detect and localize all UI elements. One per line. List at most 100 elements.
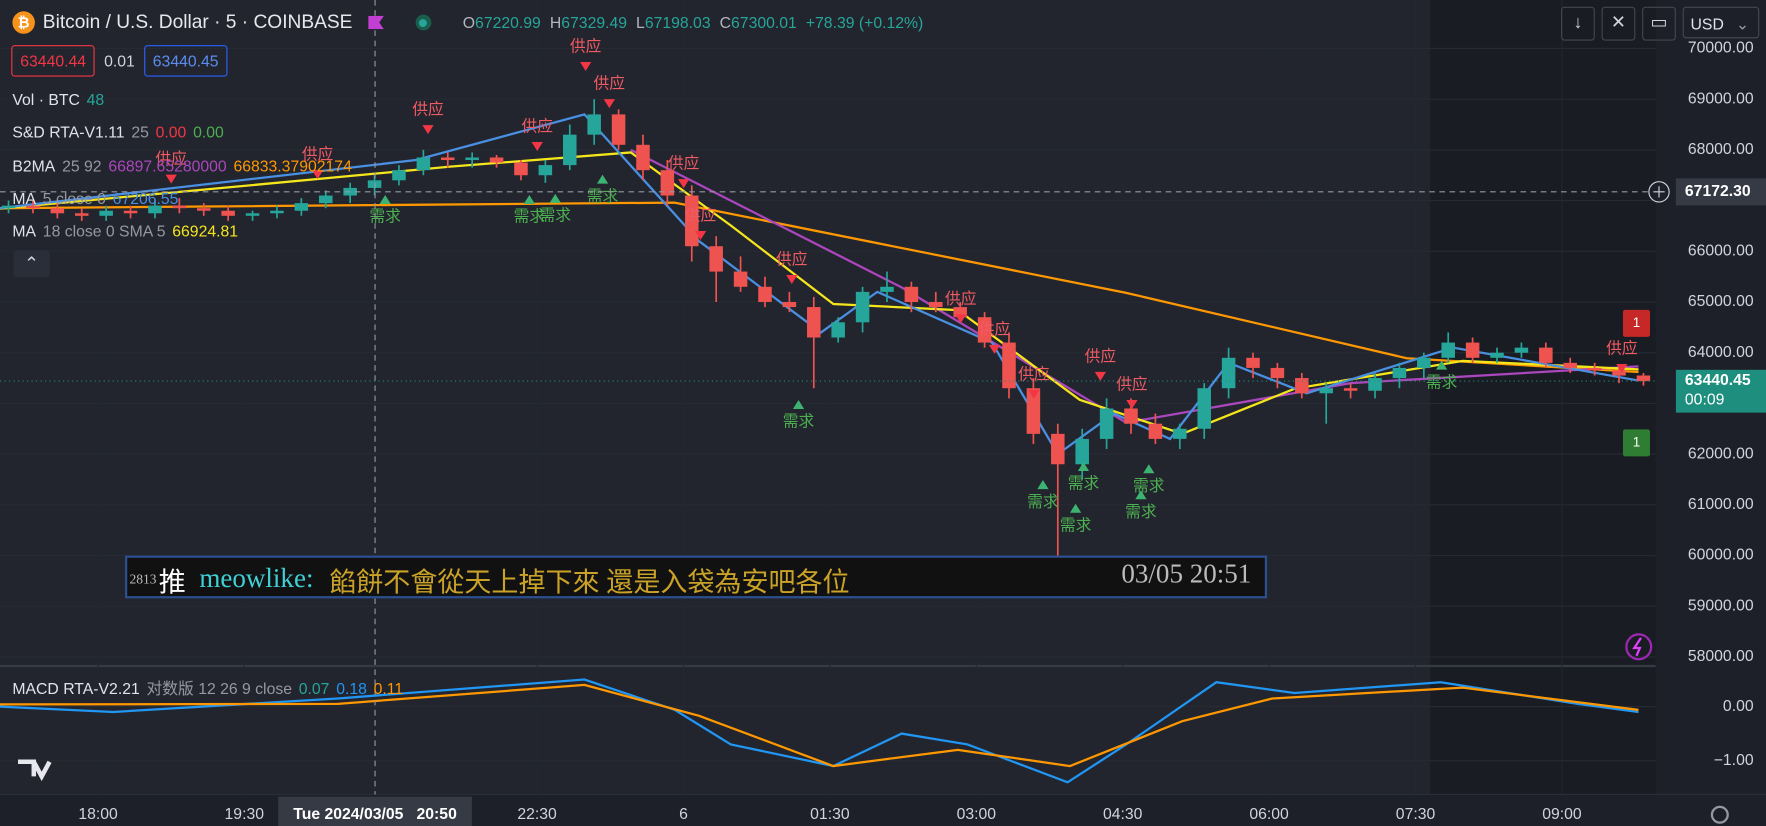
candle-body: [685, 195, 699, 247]
market-status[interactable]: [415, 14, 432, 31]
demand-label: 需求: [1068, 475, 1100, 493]
supply-label: 供应: [302, 145, 334, 164]
y-tick-label: 60000.00: [1688, 547, 1754, 564]
legend-row: MA 18 close 0 SMA 5 66924.81: [12, 222, 238, 240]
candle-body: [880, 286, 894, 292]
candle-body: [1343, 388, 1358, 391]
last-price-box: [1675, 369, 1766, 413]
supply-label: 供应: [979, 319, 1011, 338]
x-tick-label: 18:00: [78, 806, 118, 823]
candle-body: [1465, 342, 1480, 358]
collapse-button[interactable]: ⌃: [13, 250, 50, 278]
demand-arrow: [1436, 360, 1448, 370]
candle-body: [660, 170, 675, 196]
badge: [1622, 309, 1651, 337]
demand-label: 需求: [369, 208, 401, 226]
y-tick-label: 64000.00: [1688, 344, 1754, 361]
chat-prefix: 推: [158, 569, 186, 599]
supply-label: 供应: [412, 100, 444, 119]
demand-label: 需求: [1426, 373, 1458, 391]
candle-body: [611, 114, 626, 145]
supply-label: 供应: [521, 117, 553, 136]
candle-body: [26, 205, 40, 209]
candle-body: [1392, 367, 1407, 379]
legend-name: B2MA: [12, 156, 56, 175]
currency-select[interactable]: USD ⌄: [1682, 6, 1760, 39]
buy-button[interactable]: 63440.45: [143, 45, 228, 77]
candle-body: [50, 208, 65, 214]
ohlc-label: H: [549, 13, 562, 32]
candle-body: [1270, 367, 1285, 379]
chat-overlay: 2813 推 meowlike: 餡餅不會從天上掉下來 還是入袋為安吧各位 03…: [125, 555, 1268, 599]
candle-body: [855, 291, 870, 323]
flag-icon[interactable]: [368, 15, 384, 30]
candle-body: [196, 208, 211, 211]
supply-arrow: [678, 179, 690, 189]
candle-body: [416, 157, 431, 171]
toolbar: ↓ ✕ ▭ USD ⌄: [1561, 6, 1760, 41]
ohlc-item: L67198.03: [636, 14, 711, 32]
x-tick-label: 03:00: [957, 806, 997, 823]
legend-name: Vol · BTC: [12, 90, 80, 109]
legend-row: Vol · BTC 48: [12, 90, 104, 108]
settings-icon[interactable]: [1710, 805, 1729, 824]
candle-body: [270, 210, 284, 214]
y2-tick-label: −1.00: [1714, 752, 1754, 769]
candle-body: [807, 307, 821, 338]
candle-body: [1417, 357, 1431, 368]
scroll-button[interactable]: ↓: [1561, 6, 1595, 41]
demand-arrow: [1077, 462, 1090, 472]
supply-label: 供应: [594, 74, 626, 93]
sell-button[interactable]: 63440.44: [11, 45, 96, 77]
legend-params: 25 92: [62, 156, 102, 175]
legend-value: 0.11: [373, 679, 404, 698]
candle-body: [1490, 352, 1504, 358]
candle-body: [1197, 388, 1211, 429]
supply-arrow: [786, 274, 798, 284]
legend-name: MA: [12, 189, 37, 208]
candle-body: [392, 170, 406, 181]
ohlc-value: 67198.03: [644, 13, 711, 32]
x-tick-label: 04:30: [1103, 806, 1143, 823]
candle-body: [1124, 408, 1138, 424]
candle-body: [74, 213, 89, 216]
candle-body: [1099, 408, 1114, 439]
demand-arrow: [1069, 503, 1082, 513]
demand-label: 需求: [1060, 516, 1092, 534]
badge-label: 1: [1633, 434, 1641, 449]
candle-body: [319, 195, 333, 204]
alert-bolt: [1632, 637, 1642, 657]
tv-logo[interactable]: [18, 759, 52, 782]
demand-label: 需求: [539, 207, 571, 225]
supply-label: 供应: [776, 249, 808, 268]
legend-value: 66897.65280000: [108, 156, 227, 175]
collapse-panes[interactable]: ✕: [1601, 6, 1636, 41]
symbol-title[interactable]: Bitcoin / U.S. Dollar · 5 · COINBASE: [42, 11, 353, 33]
y-tick-label: 61000.00: [1688, 496, 1754, 513]
demand-label: 需求: [1133, 477, 1165, 495]
ohlc-label: C: [719, 13, 732, 32]
demand-label: 需求: [587, 187, 619, 205]
candle-body: [1539, 347, 1553, 363]
candle-body: [1, 205, 16, 209]
legend-name: MACD RTA-V2.21: [12, 679, 140, 698]
ohlc: O67220.99 H67329.49 L67198.03 C67300.01 +78.…: [463, 14, 923, 32]
alert-icon[interactable]: [1625, 633, 1653, 661]
candle-body: [1441, 342, 1455, 358]
order-panel: 63440.44 0.01 63440.45: [11, 45, 228, 77]
y-tick-label: 66000.00: [1688, 242, 1754, 259]
supply-label: 供应: [1116, 375, 1148, 394]
fullscreen[interactable]: ▭: [1642, 6, 1676, 41]
candle-body: [148, 205, 162, 214]
demand-arrow: [1037, 480, 1049, 490]
legend-name: S&D RTA-V1.11: [12, 123, 125, 142]
demand-arrow: [792, 400, 805, 410]
candle-body: [1368, 378, 1382, 391]
candle-body: [1319, 388, 1333, 394]
candle-body: [1636, 375, 1651, 382]
supply-label: 供应: [570, 36, 602, 55]
y-tick-label: 62000.00: [1688, 445, 1754, 462]
candle-body: [1612, 370, 1626, 376]
candle-body: [587, 114, 601, 135]
candle-body: [221, 210, 235, 216]
